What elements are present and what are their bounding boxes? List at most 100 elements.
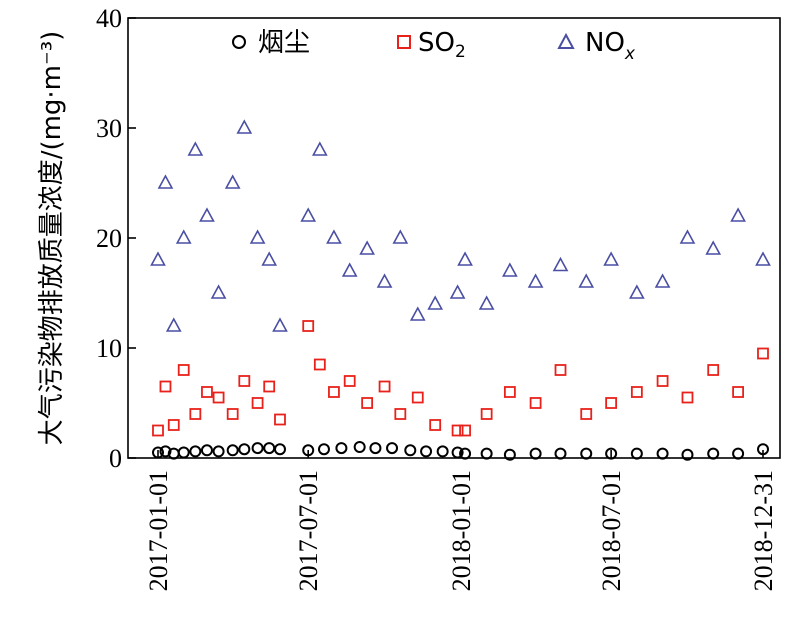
nox-point: [755, 251, 771, 266]
nox-point: [527, 273, 544, 288]
nox-point: [457, 251, 473, 266]
so2-point: [328, 386, 340, 398]
so2-point: [480, 408, 493, 420]
x-tick-label: 2017-07-01: [294, 470, 323, 591]
nox-point: [187, 141, 204, 156]
legend-marker-so2: [397, 35, 411, 49]
so2-point: [681, 391, 694, 404]
nox-point: [603, 251, 619, 266]
nox-point: [300, 207, 317, 222]
so2-point: [529, 397, 542, 409]
scatter-points: [150, 119, 771, 461]
so2-point: [238, 375, 251, 387]
y-tick-label: 0: [109, 444, 122, 473]
so2-point: [503, 386, 516, 398]
nox-point: [272, 317, 288, 332]
nox-point: [249, 229, 266, 244]
legend-marker-nox: [557, 32, 575, 49]
y-axis-label: 大气污染物排放质量浓度/(mg·m⁻³): [37, 31, 67, 446]
legend: 烟尘 SO2 NOx: [232, 28, 636, 64]
dust-point: [580, 447, 593, 460]
dust-point: [200, 444, 213, 457]
nox-point: [341, 262, 358, 277]
so2-point: [580, 408, 593, 420]
nox-point: [392, 229, 409, 244]
nox-point: [409, 306, 426, 321]
so2-point: [177, 364, 190, 376]
so2-point: [554, 364, 567, 376]
so2-point: [302, 320, 315, 332]
so2-point: [201, 386, 213, 398]
so2-point: [429, 419, 442, 431]
so2-point: [313, 358, 326, 371]
so2-point: [378, 380, 391, 393]
so2-point: [167, 419, 180, 431]
dust-point: [335, 442, 348, 455]
nox-point: [165, 317, 182, 332]
nox-point: [326, 229, 342, 244]
so2-point: [263, 380, 276, 393]
y-tick-label: 20: [96, 224, 122, 253]
nox-point: [224, 174, 241, 189]
y-tick-label: 40: [96, 4, 122, 33]
so2-point: [226, 408, 239, 420]
y-axis: 0 10 20 30 40: [96, 4, 136, 473]
legend-label-dust: 烟尘: [258, 28, 310, 58]
legend-marker-dust: [232, 35, 246, 49]
so2-point: [732, 386, 745, 398]
x-tick-label: 2018-07-01: [597, 470, 626, 591]
nox-point: [449, 284, 466, 299]
so2-point: [361, 397, 374, 409]
nox-point: [175, 229, 192, 244]
dust-point: [238, 443, 251, 456]
so2-point: [459, 424, 471, 437]
nox-point: [376, 273, 393, 288]
nox-point: [427, 295, 444, 310]
dust-point: [353, 441, 366, 453]
dust-point: [732, 447, 745, 460]
dust-point: [420, 445, 433, 458]
so2-point: [152, 424, 164, 437]
dust-point: [369, 442, 382, 455]
nox-point: [236, 119, 253, 134]
nox-point: [199, 207, 215, 222]
so2-point: [656, 375, 669, 387]
so2-point: [707, 364, 720, 376]
nox-point: [679, 229, 696, 244]
dust-point: [436, 445, 449, 458]
dust-point: [177, 446, 190, 459]
so2-point: [757, 347, 769, 360]
y-tick-label: 10: [96, 334, 122, 363]
so2-point: [630, 386, 643, 398]
so2-point: [159, 380, 172, 393]
nox-point: [157, 174, 174, 189]
y-tick-label: 30: [96, 114, 122, 143]
nox-point: [311, 141, 328, 156]
dust-point: [251, 442, 264, 455]
nox-point: [261, 251, 278, 266]
nox-point: [502, 262, 518, 277]
dust-point: [159, 445, 172, 458]
legend-label-nox: NOx: [585, 28, 636, 64]
x-tick-label: 2017-01-01: [144, 470, 173, 591]
nox-point: [629, 284, 645, 299]
so2-point: [251, 397, 264, 409]
dust-point: [226, 444, 239, 457]
so2-point: [274, 413, 286, 426]
nox-point: [210, 284, 227, 299]
dust-point: [212, 445, 225, 458]
dust-point: [404, 444, 417, 457]
dust-point: [630, 447, 643, 460]
dust-point: [263, 442, 276, 455]
dust-point: [529, 447, 542, 460]
so2-point: [343, 375, 356, 387]
legend-label-so2: SO2: [418, 28, 466, 62]
so2-point: [451, 424, 464, 437]
nox-point: [478, 295, 495, 310]
dust-point: [681, 448, 694, 461]
dust-point: [386, 442, 399, 455]
dust-point: [189, 445, 202, 458]
nox-point: [578, 273, 595, 288]
dust-point: [480, 447, 493, 460]
